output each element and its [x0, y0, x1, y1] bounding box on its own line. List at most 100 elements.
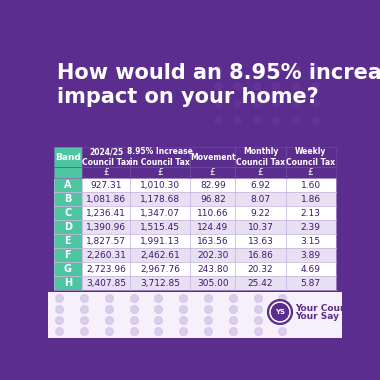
Text: 96.82: 96.82 [200, 195, 226, 204]
Text: Band: Band [55, 153, 81, 162]
Bar [190, 248, 236, 262]
Text: 1,347.07: 1,347.07 [140, 209, 180, 218]
Bar [286, 167, 336, 178]
Bar [286, 234, 336, 248]
Bar [54, 178, 82, 192]
Bar [82, 167, 130, 178]
Text: 25.42: 25.42 [248, 279, 273, 288]
Text: 20.32: 20.32 [248, 265, 273, 274]
Bar [286, 206, 336, 220]
Bar [82, 276, 130, 290]
Text: 1.86: 1.86 [301, 195, 321, 204]
Text: 10.37: 10.37 [248, 223, 274, 232]
Circle shape [268, 300, 292, 325]
Text: 202.30: 202.30 [197, 251, 228, 260]
Text: E: E [65, 236, 71, 246]
Text: 1,991.13: 1,991.13 [140, 237, 180, 246]
Bar [190, 147, 236, 167]
Text: 1,390.96: 1,390.96 [86, 223, 126, 232]
Bar [130, 178, 190, 192]
Text: 8.95% Increase
in Council Tax: 8.95% Increase in Council Tax [127, 147, 193, 167]
Text: Weekly
Council Tax: Weekly Council Tax [286, 147, 335, 167]
Bar [236, 262, 286, 276]
Bar [82, 206, 130, 220]
Bar [82, 178, 130, 192]
Text: Monthly
Council Tax: Monthly Council Tax [236, 147, 285, 167]
Circle shape [270, 302, 290, 322]
Text: F: F [65, 250, 71, 260]
Text: 243.80: 243.80 [197, 265, 228, 274]
Bar [54, 167, 82, 178]
Bar [54, 147, 82, 167]
Text: 3,712.85: 3,712.85 [140, 279, 180, 288]
Bar [190, 167, 236, 178]
Text: 927.31: 927.31 [90, 180, 122, 190]
Text: 1,010.30: 1,010.30 [140, 180, 180, 190]
Text: 124.49: 124.49 [197, 223, 228, 232]
Text: A: A [64, 180, 71, 190]
Bar [236, 178, 286, 192]
Bar [286, 220, 336, 234]
Bar [236, 234, 286, 248]
Text: 1.60: 1.60 [301, 180, 321, 190]
Bar [190, 178, 236, 192]
Bar [236, 167, 286, 178]
Bar [190, 262, 236, 276]
Text: 1,236.41: 1,236.41 [86, 209, 126, 218]
Bar [190, 234, 236, 248]
Text: How would an 8.95% increase
impact on your home?: How would an 8.95% increase impact on yo… [57, 63, 380, 106]
Bar [82, 234, 130, 248]
Bar [286, 262, 336, 276]
Bar [286, 147, 336, 167]
Text: 1,178.68: 1,178.68 [140, 195, 180, 204]
Text: 13.63: 13.63 [248, 237, 274, 246]
Text: Your Say: Your Say [296, 312, 339, 321]
Circle shape [271, 304, 288, 320]
Bar [54, 220, 82, 234]
Text: 2,723.96: 2,723.96 [86, 265, 126, 274]
Text: YS: YS [275, 309, 285, 315]
Text: 305.00: 305.00 [197, 279, 229, 288]
Bar [130, 192, 190, 206]
Bar [48, 292, 342, 338]
Bar [130, 220, 190, 234]
Text: G: G [64, 264, 72, 274]
Text: 9.22: 9.22 [251, 209, 271, 218]
Text: 82.99: 82.99 [200, 180, 226, 190]
Text: £: £ [210, 168, 215, 177]
Bar [82, 248, 130, 262]
Text: 3.15: 3.15 [301, 237, 321, 246]
Bar [130, 262, 190, 276]
Bar [190, 276, 236, 290]
Text: 4.69: 4.69 [301, 265, 321, 274]
Bar [54, 192, 82, 206]
Bar [130, 206, 190, 220]
Bar [190, 220, 236, 234]
Bar [236, 220, 286, 234]
Text: 5.87: 5.87 [301, 279, 321, 288]
Bar [236, 147, 286, 167]
Bar [190, 192, 236, 206]
Bar [82, 192, 130, 206]
Text: 3,407.85: 3,407.85 [86, 279, 126, 288]
Bar [130, 147, 190, 167]
Bar [286, 178, 336, 192]
Bar [286, 248, 336, 262]
Text: £: £ [157, 168, 163, 177]
Text: C: C [64, 208, 71, 218]
Text: 16.86: 16.86 [248, 251, 274, 260]
Text: 163.56: 163.56 [197, 237, 229, 246]
Bar [236, 248, 286, 262]
Bar [82, 147, 130, 167]
Text: B: B [64, 194, 71, 204]
Text: 2.39: 2.39 [301, 223, 321, 232]
Text: Your Council: Your Council [296, 304, 359, 313]
Bar [130, 276, 190, 290]
Text: 2,967.76: 2,967.76 [140, 265, 180, 274]
Bar [82, 220, 130, 234]
Bar [236, 206, 286, 220]
Bar [130, 234, 190, 248]
Text: £: £ [103, 168, 109, 177]
Text: 2,260.31: 2,260.31 [86, 251, 126, 260]
Text: £: £ [258, 168, 263, 177]
